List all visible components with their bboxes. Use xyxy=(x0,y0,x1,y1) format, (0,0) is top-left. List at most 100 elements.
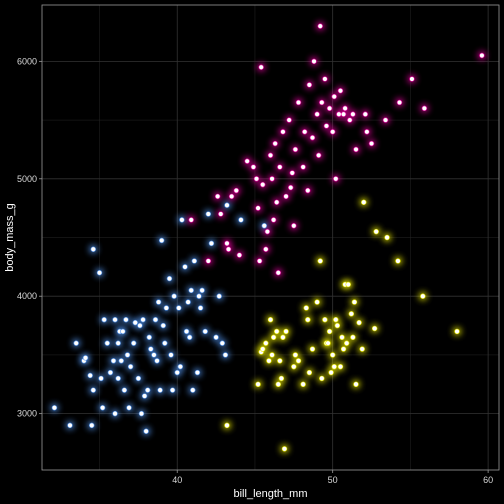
data-point xyxy=(322,76,328,82)
data-point xyxy=(420,293,426,299)
data-point xyxy=(325,340,331,346)
data-point xyxy=(350,334,356,341)
data-point xyxy=(166,275,173,282)
data-point xyxy=(124,352,131,358)
data-point xyxy=(343,340,350,346)
data-point xyxy=(188,217,194,223)
data-point xyxy=(274,199,280,205)
data-point xyxy=(348,311,355,317)
data-point xyxy=(218,211,224,217)
y-tick-label: 6000 xyxy=(17,56,37,66)
data-point xyxy=(337,363,344,370)
data-point xyxy=(359,346,365,352)
data-point xyxy=(107,369,114,376)
data-point xyxy=(179,217,185,223)
data-point xyxy=(233,187,240,194)
data-point xyxy=(350,111,356,117)
data-point xyxy=(73,340,79,346)
data-point xyxy=(202,328,208,335)
data-point xyxy=(337,88,344,94)
data-point xyxy=(267,152,274,159)
data-point xyxy=(120,328,126,335)
data-point xyxy=(238,217,244,223)
x-axis-title: bill_length_mm xyxy=(234,488,308,500)
data-point xyxy=(314,299,320,305)
data-point xyxy=(269,176,275,182)
data-point xyxy=(314,111,320,117)
data-point xyxy=(260,346,266,352)
data-points xyxy=(51,23,485,452)
x-tick-label: 50 xyxy=(328,475,338,485)
data-point xyxy=(454,328,460,335)
data-point xyxy=(261,223,267,229)
data-point xyxy=(292,352,299,358)
grid-lines xyxy=(42,5,499,470)
data-point xyxy=(334,322,341,329)
data-point xyxy=(168,352,174,358)
data-point xyxy=(295,99,302,106)
data-point xyxy=(176,305,182,311)
data-point xyxy=(351,299,358,305)
data-point xyxy=(267,316,274,323)
data-point xyxy=(162,340,168,346)
data-point xyxy=(353,381,359,387)
data-point xyxy=(281,446,288,452)
data-point xyxy=(190,387,196,393)
data-point xyxy=(322,316,328,323)
data-point xyxy=(89,422,95,429)
data-point xyxy=(224,202,230,208)
data-point xyxy=(289,170,295,176)
data-point xyxy=(328,369,334,376)
data-point xyxy=(315,152,322,159)
data-point xyxy=(300,381,306,387)
data-point xyxy=(396,99,403,106)
data-point xyxy=(280,334,286,341)
data-point xyxy=(353,146,359,153)
data-point xyxy=(291,363,297,370)
data-point xyxy=(280,129,286,135)
data-point xyxy=(326,105,333,112)
x-tick-label: 40 xyxy=(172,475,182,485)
data-point xyxy=(115,340,121,346)
data-point xyxy=(303,305,309,311)
data-point xyxy=(141,393,148,399)
data-point xyxy=(278,375,285,382)
x-tick-label: 60 xyxy=(483,475,493,485)
data-point xyxy=(329,129,336,135)
data-point xyxy=(270,334,277,341)
data-point xyxy=(148,346,154,352)
y-tick-label: 4000 xyxy=(17,291,37,301)
y-tick-label: 5000 xyxy=(17,174,37,184)
data-point xyxy=(270,217,277,223)
data-point xyxy=(152,316,159,323)
data-point xyxy=(340,111,347,117)
data-point xyxy=(185,299,191,305)
data-point xyxy=(317,23,323,29)
data-point xyxy=(151,352,157,358)
data-point xyxy=(295,358,302,364)
data-point xyxy=(140,316,146,323)
data-point xyxy=(336,111,342,117)
data-point xyxy=(382,117,389,123)
data-point xyxy=(274,328,280,335)
data-point xyxy=(224,422,230,429)
data-point xyxy=(214,193,221,200)
data-point xyxy=(127,363,134,370)
data-point xyxy=(174,369,180,376)
data-point xyxy=(255,381,261,387)
data-point xyxy=(331,363,337,370)
data-point xyxy=(264,228,271,235)
data-point xyxy=(300,164,306,170)
y-axis-title: body_mass_g xyxy=(4,203,16,272)
data-point xyxy=(197,305,204,311)
x-axis-ticks: 40 50 60 xyxy=(172,470,493,485)
data-point xyxy=(96,270,103,276)
data-point xyxy=(110,358,117,364)
data-point xyxy=(121,387,128,393)
data-point xyxy=(329,352,336,358)
data-point xyxy=(258,64,264,70)
data-point xyxy=(272,140,278,147)
data-point xyxy=(236,252,243,258)
data-point xyxy=(319,375,325,382)
